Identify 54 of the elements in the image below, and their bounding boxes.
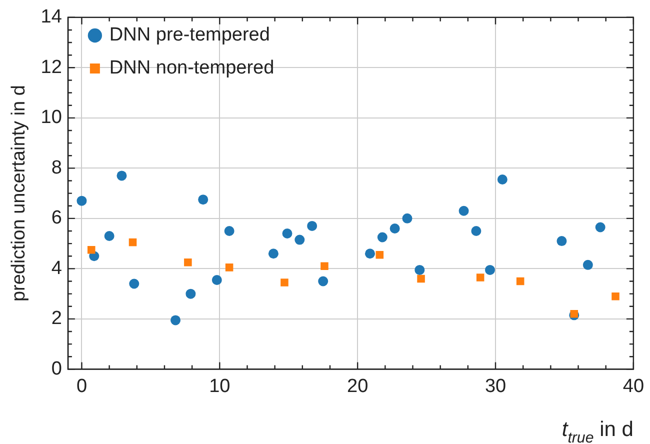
point bbox=[128, 238, 137, 246]
point bbox=[484, 264, 495, 275]
point bbox=[198, 194, 208, 205]
point bbox=[414, 264, 425, 275]
point bbox=[76, 196, 87, 206]
point bbox=[129, 278, 140, 289]
point bbox=[497, 174, 508, 184]
point bbox=[282, 228, 292, 239]
y-tick-label: 2 bbox=[51, 308, 62, 330]
point bbox=[402, 213, 412, 224]
point bbox=[280, 278, 288, 286]
point bbox=[224, 226, 234, 236]
legend-label: DNN non-tempered bbox=[109, 58, 274, 79]
y-tick-label: 12 bbox=[40, 56, 62, 78]
point bbox=[556, 236, 567, 246]
y-tick-label: 4 bbox=[51, 258, 62, 279]
point bbox=[320, 262, 328, 270]
point bbox=[294, 234, 305, 245]
point bbox=[376, 250, 384, 259]
point bbox=[87, 246, 96, 254]
x-tick-label: 20 bbox=[347, 376, 368, 397]
point bbox=[318, 276, 328, 286]
point bbox=[170, 315, 181, 326]
point bbox=[570, 310, 578, 318]
point bbox=[307, 220, 318, 231]
point bbox=[225, 264, 234, 272]
point bbox=[582, 260, 593, 270]
point bbox=[458, 206, 469, 216]
point bbox=[417, 274, 425, 283]
point bbox=[186, 288, 196, 299]
point bbox=[471, 226, 482, 236]
point bbox=[104, 231, 114, 242]
y-tick-label: 14 bbox=[40, 6, 62, 28]
point bbox=[268, 248, 278, 259]
point bbox=[476, 274, 484, 282]
x-tick-label: 0 bbox=[76, 376, 88, 397]
point bbox=[390, 223, 400, 234]
y-tick-label: 6 bbox=[51, 208, 62, 229]
y-tick-label: 8 bbox=[51, 157, 62, 178]
y-tick-label: 0 bbox=[51, 358, 62, 380]
y-tick-label: 10 bbox=[40, 107, 62, 128]
point bbox=[184, 258, 192, 266]
x-tick-label: 10 bbox=[209, 376, 230, 397]
point bbox=[612, 292, 620, 300]
x-tick-label: 40 bbox=[622, 376, 644, 397]
legend-label: DNN pre-tempered bbox=[109, 24, 270, 46]
point bbox=[377, 232, 388, 242]
x-tick-label: 30 bbox=[484, 376, 506, 397]
point bbox=[212, 274, 222, 285]
point bbox=[116, 170, 127, 181]
y-axis-title: prediction uncertainty in d bbox=[8, 85, 30, 302]
point bbox=[516, 277, 524, 286]
point bbox=[364, 248, 375, 259]
point bbox=[595, 222, 606, 232]
